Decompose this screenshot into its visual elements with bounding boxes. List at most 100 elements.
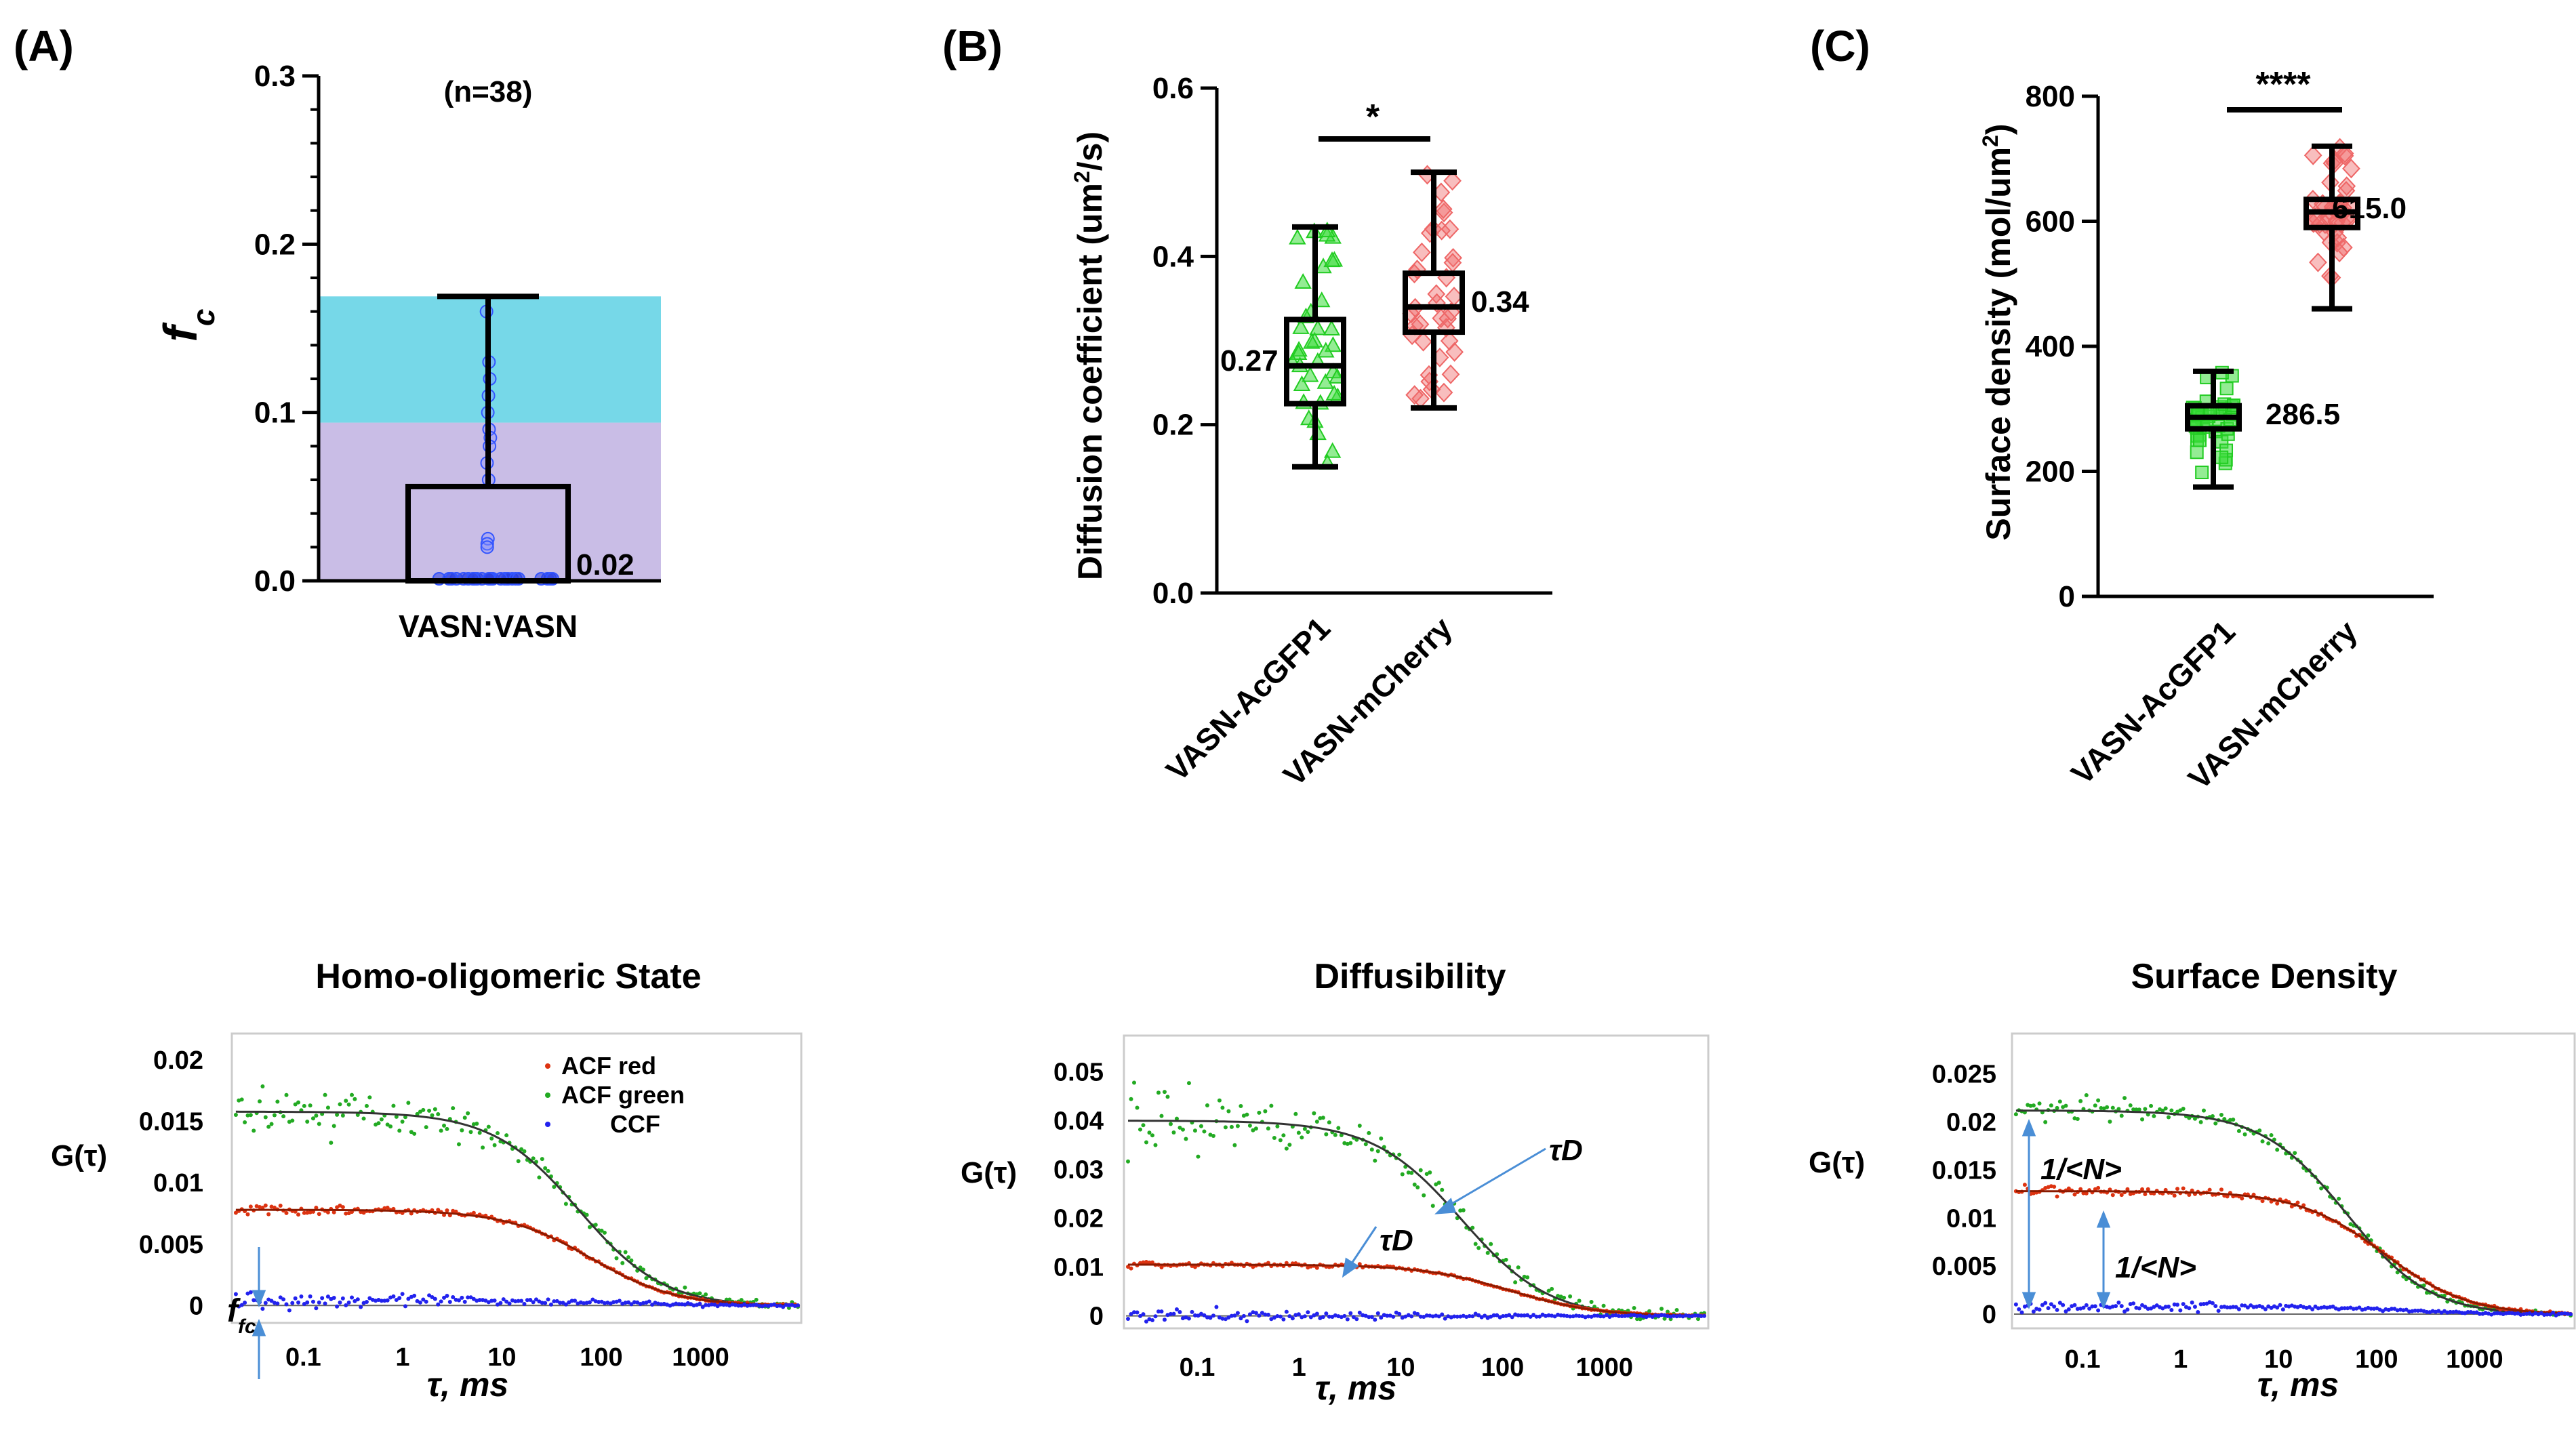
correlation-point [2090,1304,2095,1309]
correlation-point [1699,1313,1704,1318]
correlation-point [340,1205,345,1210]
correlation-point [1568,1314,1573,1319]
correlation-point [1418,1314,1423,1319]
correlation-point [1300,1135,1304,1140]
correlation-point [736,1303,741,1308]
correlation-point [1522,1274,1527,1279]
correlation-point [1443,1316,1447,1321]
correlation-point [623,1250,628,1254]
correlation-point [462,1116,467,1120]
correlation-point [2275,1147,2280,1152]
correlation-point [593,1223,598,1227]
y-tick-label: 0.02 [1053,1205,1104,1233]
correlation-point [430,1295,435,1300]
correlation-point [1150,1260,1154,1265]
correlation-point [2064,1309,2068,1313]
correlation-point [2143,1192,2148,1197]
correlation-point [1272,1315,1276,1320]
fit-curve [2015,1190,2571,1315]
correlation-point [1327,1314,1331,1319]
correlation-point [1345,1317,1350,1322]
correlation-point [462,1299,467,1304]
correlation-point [1263,1312,1268,1317]
correlation-point [364,1103,369,1108]
correlation-point [2114,1304,2118,1309]
correlation-point [317,1212,321,1217]
correlation-point [1580,1314,1585,1319]
correlation-point [1629,1313,1634,1317]
correlation-point [2492,1311,2497,1315]
correlation-point [1199,1124,1203,1128]
correlation-point [275,1301,280,1306]
correlation-point [2046,1306,2051,1311]
panel-a-axes: 0.0 0.1 0.2 0.3 [254,60,661,598]
correlation-point [1232,1313,1237,1318]
correlation-point [1131,1310,1136,1315]
correlation-point [727,1297,732,1302]
fcs-3-title: Surface Density [2131,957,2397,996]
correlation-point [1589,1314,1594,1319]
correlation-point [1269,1103,1274,1108]
correlation-point [379,1117,384,1122]
correlation-point [2019,1310,2024,1315]
correlation-point [1607,1314,1612,1319]
y-tick-label: 0.0 [254,565,296,598]
correlation-point [340,1113,345,1118]
correlation-point [409,1211,414,1216]
correlation-point [1302,1126,1307,1131]
legend-dot-red [545,1063,550,1069]
correlation-point [1171,1311,1176,1316]
correlation-point [1308,1315,1313,1320]
correlation-point [1605,1313,1609,1317]
correlation-point [781,1305,786,1309]
correlation-point [501,1297,506,1302]
panel-b: (B) 0.0 0.2 0.4 0.6 Diffusion coefficient (… [942,22,1552,793]
correlation-point [1525,1275,1530,1280]
correlation-point [1126,1265,1131,1269]
correlation-point [1565,1313,1569,1318]
correlation-point [1619,1314,1624,1319]
correlation-point [260,1307,265,1311]
correlation-point [540,1301,544,1305]
panel-a: (A) 0.0 0.1 0.2 0.3 (n=38) fc VASN:VASN 0.0… [14,22,661,644]
correlation-point [2413,1308,2417,1313]
correlation-point [317,1122,321,1126]
correlation-point [698,1291,702,1296]
y-tick-label: 0.03 [1053,1156,1104,1184]
correlation-point [543,1166,548,1170]
y-tick-label: 0.4 [1152,240,1194,273]
data-point [1309,319,1327,335]
fcs-3-xlabel: τ, ms [2257,1366,2339,1404]
correlation-point [1345,1141,1350,1146]
correlation-point [1144,1319,1148,1324]
y-tick-label: 0.015 [139,1108,203,1137]
correlation-point [308,1103,313,1108]
correlation-point [2213,1121,2218,1126]
correlation-point [1424,1172,1429,1177]
correlation-point [2178,1308,2183,1313]
correlation-point [1577,1299,1582,1303]
correlation-point [397,1296,402,1301]
correlation-point [1531,1313,1536,1317]
correlation-point [290,1118,295,1123]
correlation-point [1266,1126,1270,1131]
x-tick-label: 100 [2355,1345,2398,1374]
correlation-point [2116,1301,2121,1305]
correlation-point [400,1120,405,1124]
correlation-point [721,1303,726,1307]
y-tick-label: 0.6 [1152,72,1194,105]
y-tick-label: 0.05 [1053,1058,1104,1086]
correlation-point [314,1205,319,1210]
correlation-point [287,1308,291,1313]
correlation-point [1275,1124,1280,1129]
correlation-point [293,1296,298,1301]
data-point [1414,331,1432,352]
correlation-point [2057,1301,2062,1305]
correlation-point [1546,1288,1551,1293]
correlation-point [2122,1096,2127,1101]
correlation-point [1131,1080,1136,1085]
correlation-point [644,1275,649,1280]
correlation-point [617,1299,622,1303]
correlation-point [475,1121,479,1126]
correlation-point [436,1208,441,1212]
